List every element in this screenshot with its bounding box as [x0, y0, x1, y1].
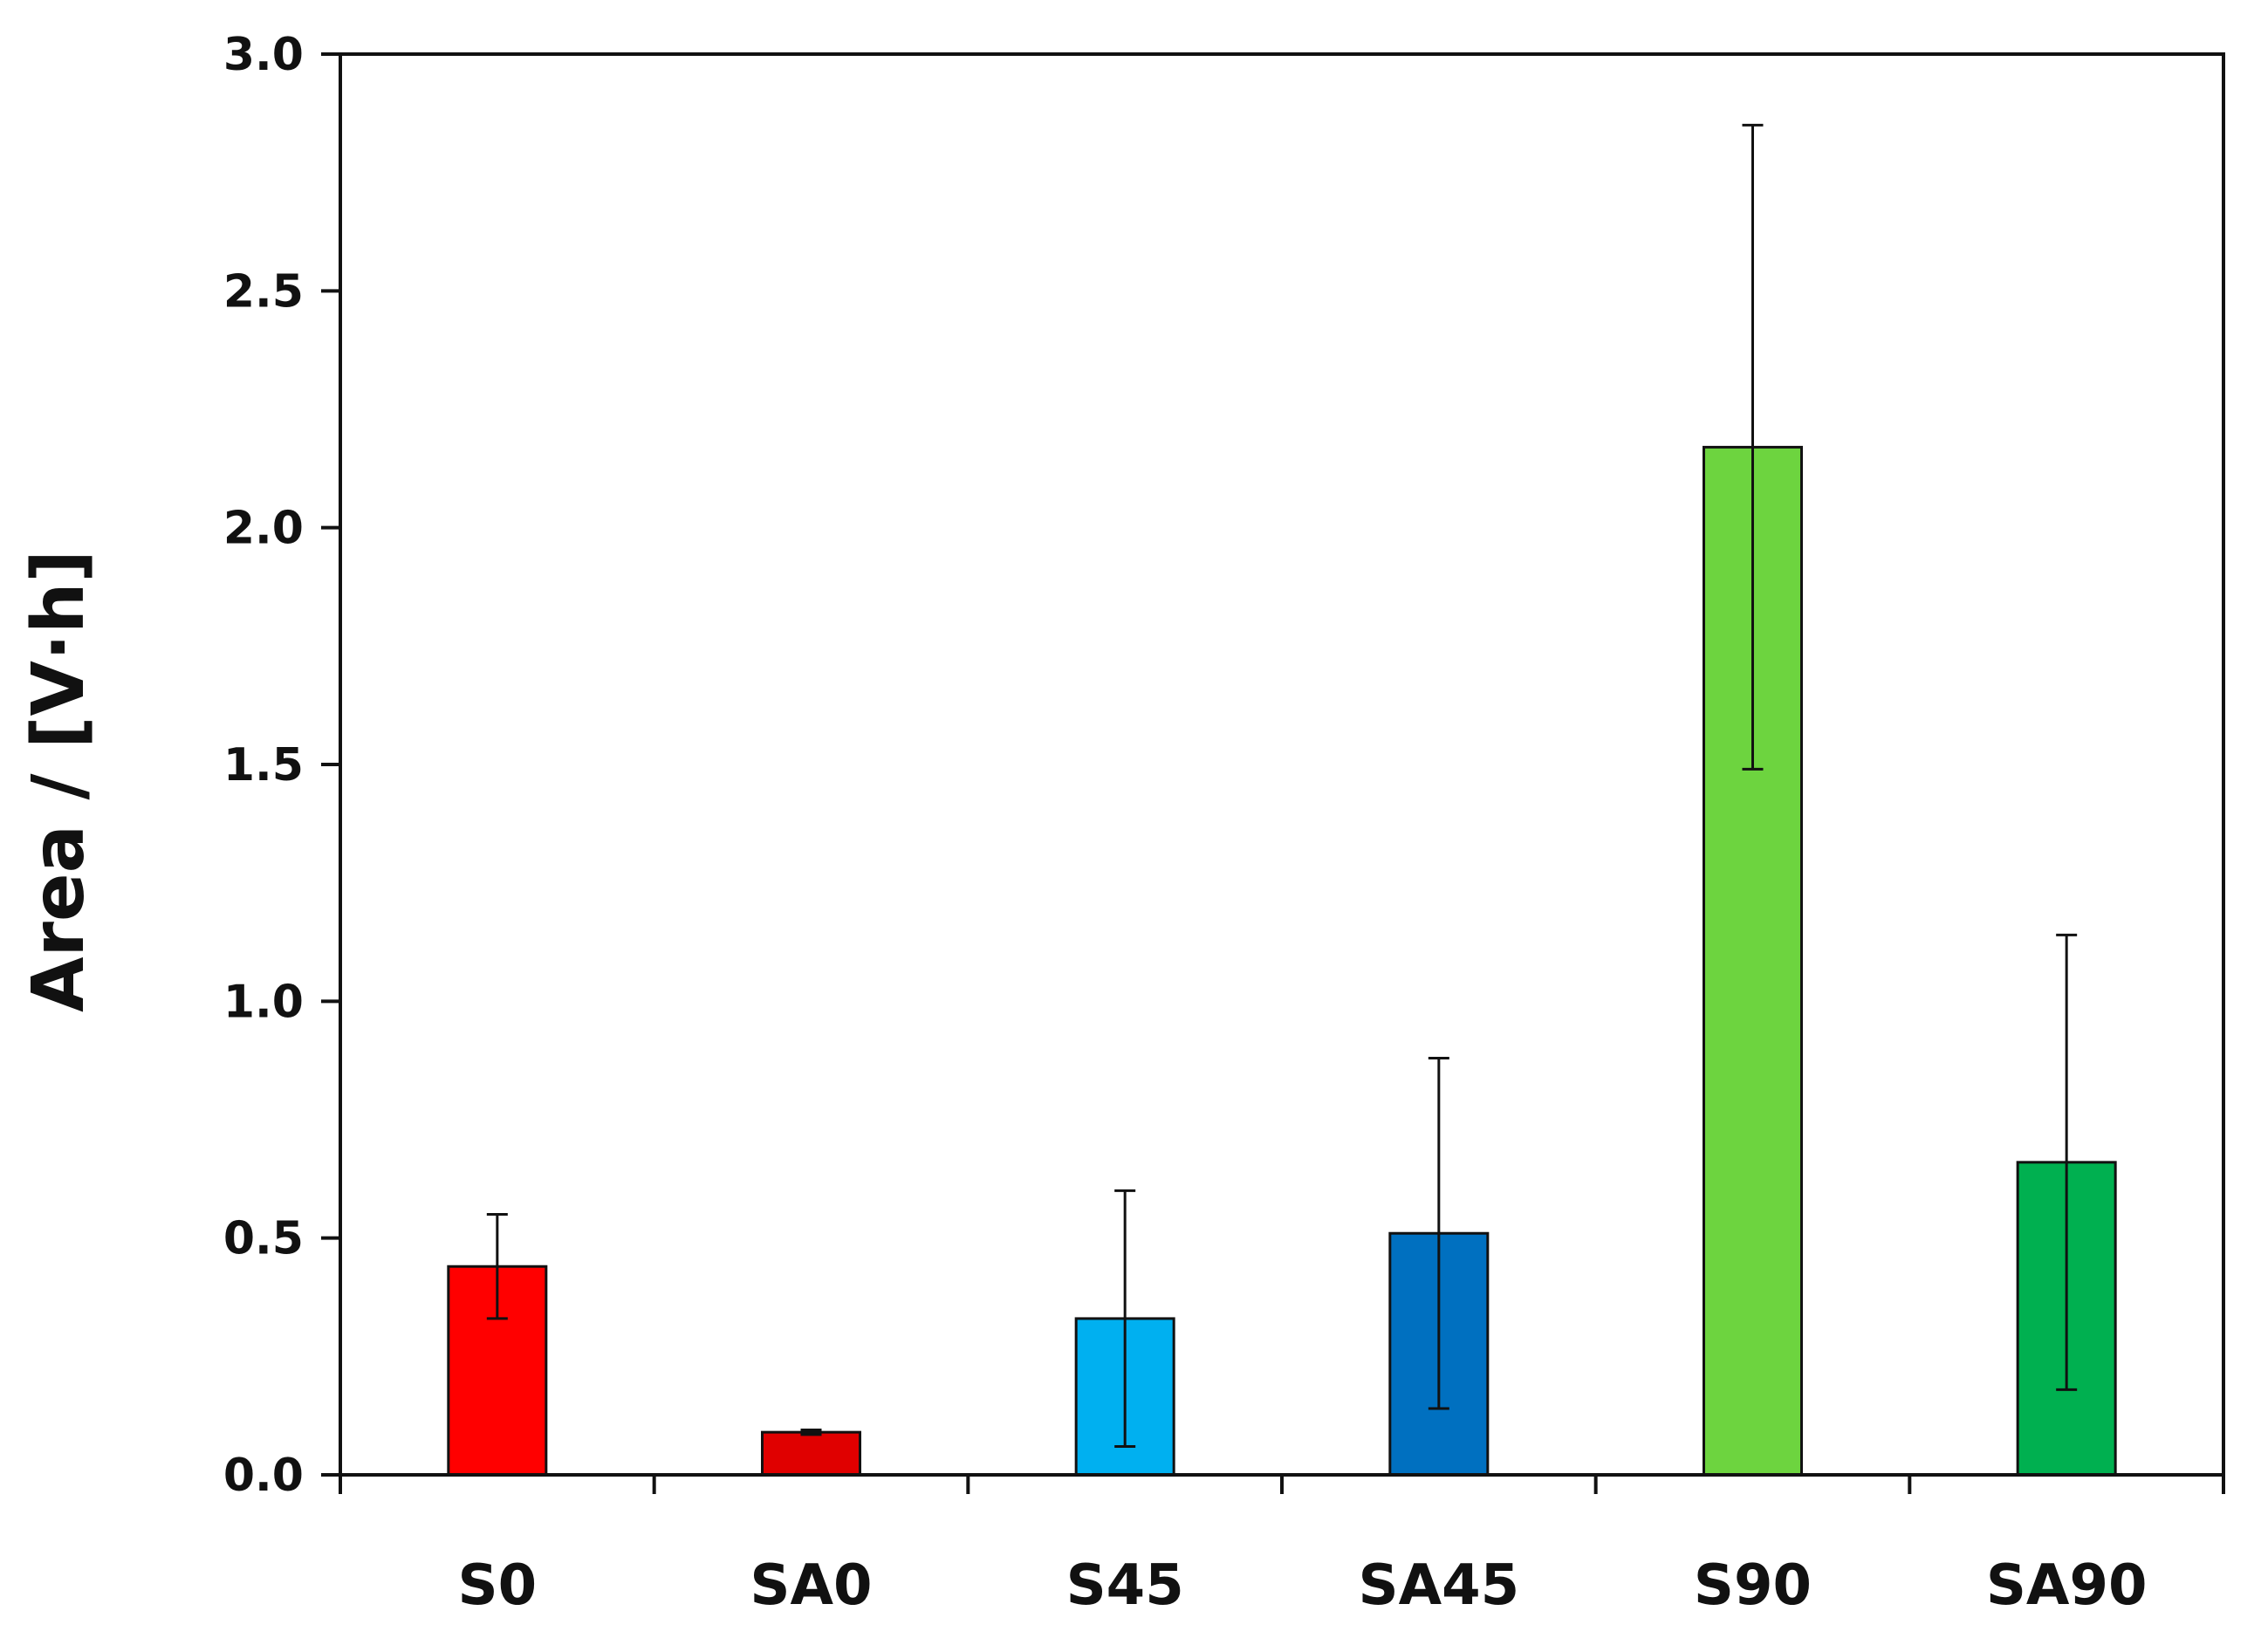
x-category-label: SA90 [1986, 1553, 2148, 1618]
labels-layer: 0.0 0.5 1.0 1.5 2.0 2.5 3.0 S0 SA0 S45 SA45 S90 SA90 [223, 29, 2148, 1618]
axes-layer [321, 52, 2225, 1494]
x-category-label: SA0 [750, 1553, 872, 1618]
y-tick-label: 0.0 [223, 1450, 304, 1502]
x-category-label: SA45 [1358, 1553, 1519, 1618]
x-category-label: S0 [458, 1553, 538, 1618]
bar-sa0 [761, 1430, 861, 1477]
error-bars-layer [486, 123, 2078, 1448]
y-tick-label: 3.0 [223, 29, 304, 81]
y-tick-label: 2.5 [223, 265, 304, 318]
x-category-label: S45 [1066, 1553, 1184, 1618]
y-tick-label: 0.5 [223, 1213, 304, 1265]
y-axis-title: Area / [V·h] [17, 550, 100, 1012]
y-tick-label: 1.5 [223, 739, 304, 792]
y-tick-label: 1.0 [223, 976, 304, 1028]
x-category-label: S90 [1694, 1553, 1812, 1618]
y-tick-label: 2.0 [223, 503, 304, 555]
